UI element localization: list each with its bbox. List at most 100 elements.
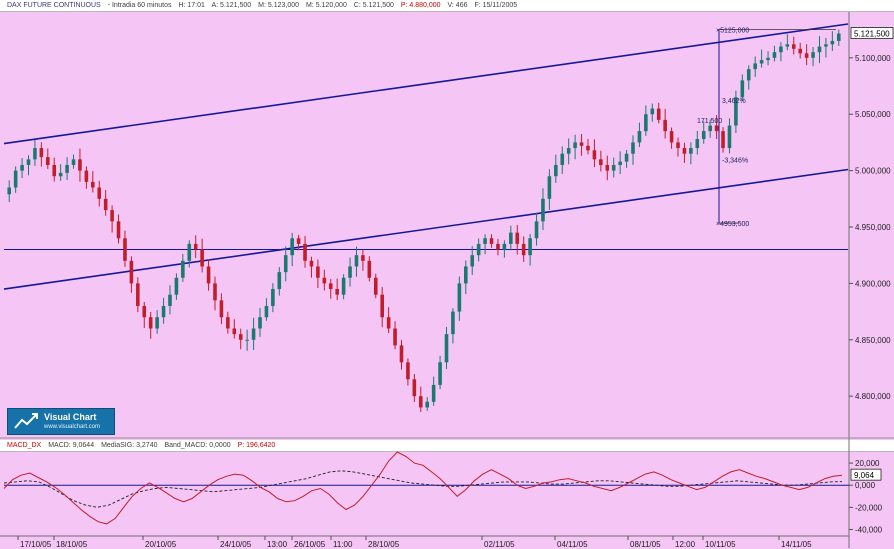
badge-title: Visual Chart — [44, 412, 97, 422]
candle-body — [817, 46, 822, 53]
volume-label: V: 466 — [447, 2, 468, 9]
candle-body — [7, 187, 12, 195]
candle-body — [566, 148, 571, 154]
measure-high-label: ×5125,000 — [716, 28, 749, 35]
candle-body — [541, 198, 545, 222]
candle-body — [579, 142, 584, 146]
candle-body — [226, 317, 230, 329]
candle-body — [283, 255, 288, 273]
candle-body — [560, 153, 565, 165]
candle-body — [123, 238, 127, 261]
candle-body — [554, 164, 558, 177]
time-tick-label: 17/10/05 — [20, 540, 52, 549]
candle-body — [714, 125, 719, 132]
time-tick-label: 24/10/05 — [220, 540, 252, 549]
time-tick-label: 04/11/05 — [557, 540, 588, 549]
candle-body — [804, 53, 809, 58]
candle-body — [58, 172, 63, 177]
candle-body — [425, 401, 430, 408]
candle-body — [386, 317, 391, 329]
channel-lower-line — [3, 168, 849, 290]
candle-body — [341, 277, 346, 295]
candle-body — [772, 52, 777, 58]
low-label: M: 5.120,000 — [305, 2, 347, 9]
candle-body — [142, 305, 147, 318]
macd-name: MACD_DX — [7, 442, 42, 449]
candle-body — [46, 157, 50, 165]
candle-body — [328, 283, 333, 290]
time-tick-label: 28/10/05 — [368, 540, 400, 549]
time-tick-label: 10/11/05 — [705, 540, 736, 549]
candle-body — [457, 283, 462, 312]
instrument-name: DAX FUTURE CONTINUOUS — [7, 2, 101, 9]
candle-body — [476, 243, 481, 256]
candle-body — [509, 232, 513, 244]
last-price-box — [850, 27, 894, 39]
candle-body — [39, 148, 44, 158]
candle-body — [200, 249, 204, 267]
candle-body — [367, 260, 372, 278]
time-label: H: 17:01 — [178, 2, 205, 9]
band-value-label: Band_MACD: 0,0000 — [164, 442, 231, 449]
time-tick-label: 18/10/05 — [56, 540, 88, 549]
price-tick-label: 5.000,000 — [855, 167, 891, 176]
candle-body — [52, 164, 57, 177]
candle-body — [618, 161, 622, 165]
measure-low-label: ×4953,500 — [716, 221, 749, 228]
candle-body — [791, 44, 796, 49]
candle-body — [611, 164, 616, 171]
candle-body — [656, 108, 661, 120]
candle-body — [238, 334, 243, 340]
candle-body — [740, 80, 745, 98]
candle-body — [496, 243, 500, 250]
candle-body — [316, 266, 320, 278]
candle-body — [708, 125, 712, 132]
measure-pct-up-label: 3,462% — [722, 98, 746, 105]
candle-body — [206, 266, 211, 284]
candle-body — [26, 159, 31, 165]
candle-body — [136, 283, 140, 306]
macd-tick-label: 20,000 — [855, 459, 880, 468]
candle-body — [103, 198, 108, 211]
candle-body — [483, 238, 487, 244]
candle-body — [689, 148, 693, 154]
candle-body — [489, 238, 494, 244]
signal-value-label: MediaSIG: 3,2740 — [101, 442, 158, 449]
time-tick-label: 08/11/05 — [630, 540, 661, 549]
macd-last-box — [850, 468, 882, 481]
candle-body — [547, 176, 552, 199]
candle-body — [586, 145, 590, 151]
candle-body — [644, 114, 648, 132]
candle-body — [798, 48, 802, 54]
visual-chart-badge[interactable]: Visual Chart www.visualchart.com — [7, 408, 115, 435]
candle-body — [84, 170, 89, 182]
candle-body — [824, 44, 828, 47]
candle-body — [721, 131, 725, 149]
time-tick-label: 12:00 — [675, 540, 696, 549]
time-tick-label: 13:00 — [267, 540, 288, 549]
macd-panel-header: MACD_DX MACD: 9,0644 MediaSIG: 3,2740 Ba… — [0, 440, 894, 452]
candle-body — [193, 243, 198, 250]
candle-body — [264, 305, 269, 318]
macd-line — [3, 451, 843, 525]
candle-body — [515, 232, 520, 244]
candle-body — [682, 148, 687, 154]
candle-body — [534, 221, 539, 239]
candle-body — [444, 334, 449, 363]
candle-body — [258, 317, 262, 329]
macd-tick-label: -20,000 — [855, 503, 883, 512]
candle-body — [33, 148, 37, 160]
macd-tick-label: -40,000 — [855, 525, 883, 534]
candle-body — [373, 277, 378, 295]
candle-body — [213, 283, 217, 301]
time-tick-label: 26/10/05 — [294, 540, 326, 549]
candle-body — [727, 125, 732, 149]
candle-body — [431, 384, 436, 402]
price-tick-label: 4.800,000 — [855, 392, 891, 401]
measure-points-label: 171,500 — [697, 118, 722, 125]
candle-body — [129, 260, 134, 284]
candle-body — [348, 266, 352, 278]
price-tick-label: 4.950,000 — [855, 223, 891, 232]
candle-body — [148, 317, 153, 329]
